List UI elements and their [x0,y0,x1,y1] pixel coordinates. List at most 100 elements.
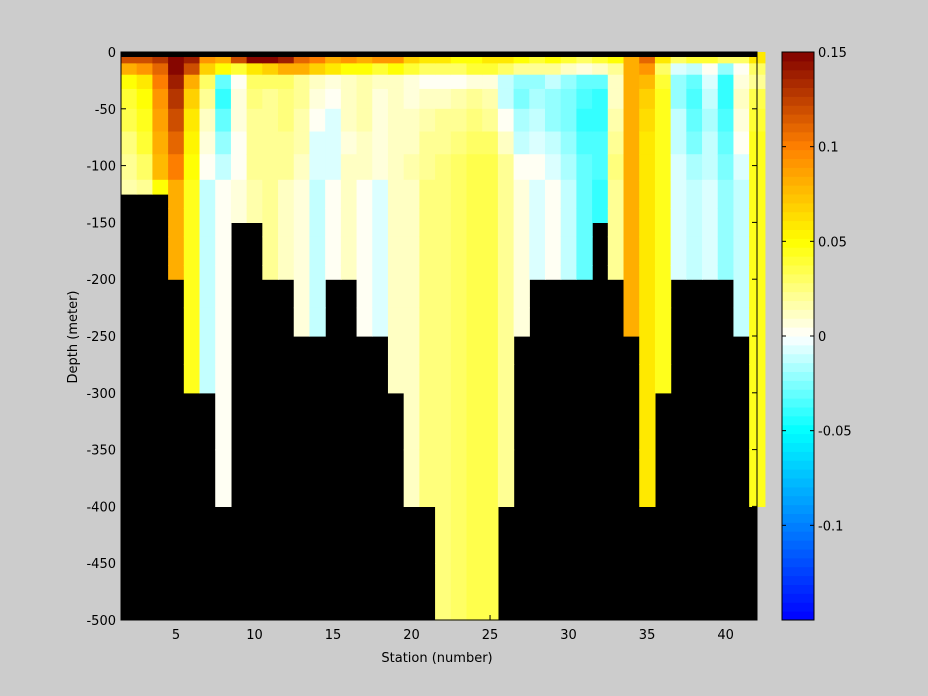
heatmap-cell [246,208,263,223]
heatmap-cell [592,131,609,155]
heatmap-cell [560,154,577,181]
heatmap-cell [121,52,138,64]
heatmap-cell [278,154,295,181]
heatmap-cell [450,179,468,209]
heatmap-cell [450,449,468,564]
heatmap-cell [403,236,420,266]
heatmap-cell [387,74,405,90]
heatmap-cell [387,265,405,309]
heatmap-cell [387,131,405,155]
heatmap-cell [670,236,687,266]
heatmap-cell [340,74,358,90]
heatmap-cell [340,154,358,181]
heatmap-cell [545,88,562,110]
heatmap-cell [686,52,703,64]
heatmap-cell [435,108,452,133]
heatmap-cell [623,236,640,266]
heatmap-cell [529,208,546,238]
heatmap-cell [403,131,420,155]
heatmap-cell [340,179,358,209]
heatmap-cell [168,265,185,280]
heatmap-cell [136,108,153,133]
heatmap-cell [309,52,326,64]
heatmap-cell [293,179,311,209]
heatmap-cell [482,131,499,155]
heatmap-cell [545,52,562,64]
heatmap-cell [168,63,185,76]
heatmap-cell [356,74,373,90]
colorbar-level [782,478,814,488]
heatmap-cell [309,88,326,110]
heatmap-cell [450,131,468,155]
heatmap-cell [183,208,201,238]
colorbar-level [782,247,814,257]
colorbar-level [782,52,814,62]
heatmap-cell [419,208,436,238]
colorbar-level [782,433,814,444]
heatmap-cell [340,208,358,238]
heatmap-cell [482,154,499,181]
heatmap-cell [654,236,672,266]
colorbar-level [782,557,814,568]
heatmap-cell [262,52,279,64]
heatmap-cell [482,179,499,209]
heatmap-cell [450,63,468,76]
heatmap-cell [199,364,216,394]
colorbar-level [782,327,814,337]
heatmap-cell [623,265,640,309]
heatmap-cell [168,154,185,181]
heatmap-cell [560,208,577,238]
heatmap-cell [325,52,342,64]
heatmap-cell [278,63,295,76]
x-axis-label: Station (number) [381,651,492,666]
heatmap-cell [717,208,735,238]
x-tick-label: 35 [639,628,656,643]
colorbar-level [782,362,814,373]
heatmap-cell [702,88,719,110]
heatmap-cell [136,74,153,90]
heatmap-cell [199,208,216,238]
colorbar-tick-label: 0.05 [818,235,847,250]
colorbar-level [782,105,814,115]
heatmap-cell [262,74,279,90]
heatmap-cell [435,236,452,266]
heatmap-cell [168,88,185,110]
heatmap-cell [340,236,358,266]
heatmap-cell [497,74,515,90]
heatmap-cell [372,131,389,155]
heatmap-cell [497,236,515,266]
heatmap-cell [419,131,436,155]
heatmap-cell [623,88,640,110]
colorbar-level [782,96,814,106]
heatmap-cell [686,265,703,280]
colorbar-level [782,78,814,88]
heatmap-cell [702,236,719,266]
heatmap-cell [183,131,201,155]
heatmap-cell [702,52,719,64]
heatmap-cell [623,108,640,133]
heatmap-cell [466,208,483,238]
heatmap-cell [121,131,138,155]
colorbar-level [782,513,814,523]
heatmap-cell [262,108,279,133]
heatmap-cell [513,265,530,309]
heatmap-cell [733,307,750,337]
heatmap-cell [183,108,201,133]
colorbar-level [782,114,814,124]
colorbar-level [782,336,814,346]
heatmap-cell [419,236,436,266]
heatmap-cell [215,307,232,365]
colorbar-tick-label: -0.1 [818,519,843,534]
heatmap-cell [717,52,735,64]
heatmap-cell [560,52,577,64]
heatmap-cell [513,131,530,155]
heatmap-cell [623,208,640,238]
heatmap-cell [215,74,232,90]
heatmap-cell [246,154,263,181]
heatmap-cell [356,63,373,76]
heatmap-cell [403,364,420,451]
heatmap-cell [670,108,687,133]
heatmap-cell [183,307,201,365]
heatmap-cell [545,131,562,155]
